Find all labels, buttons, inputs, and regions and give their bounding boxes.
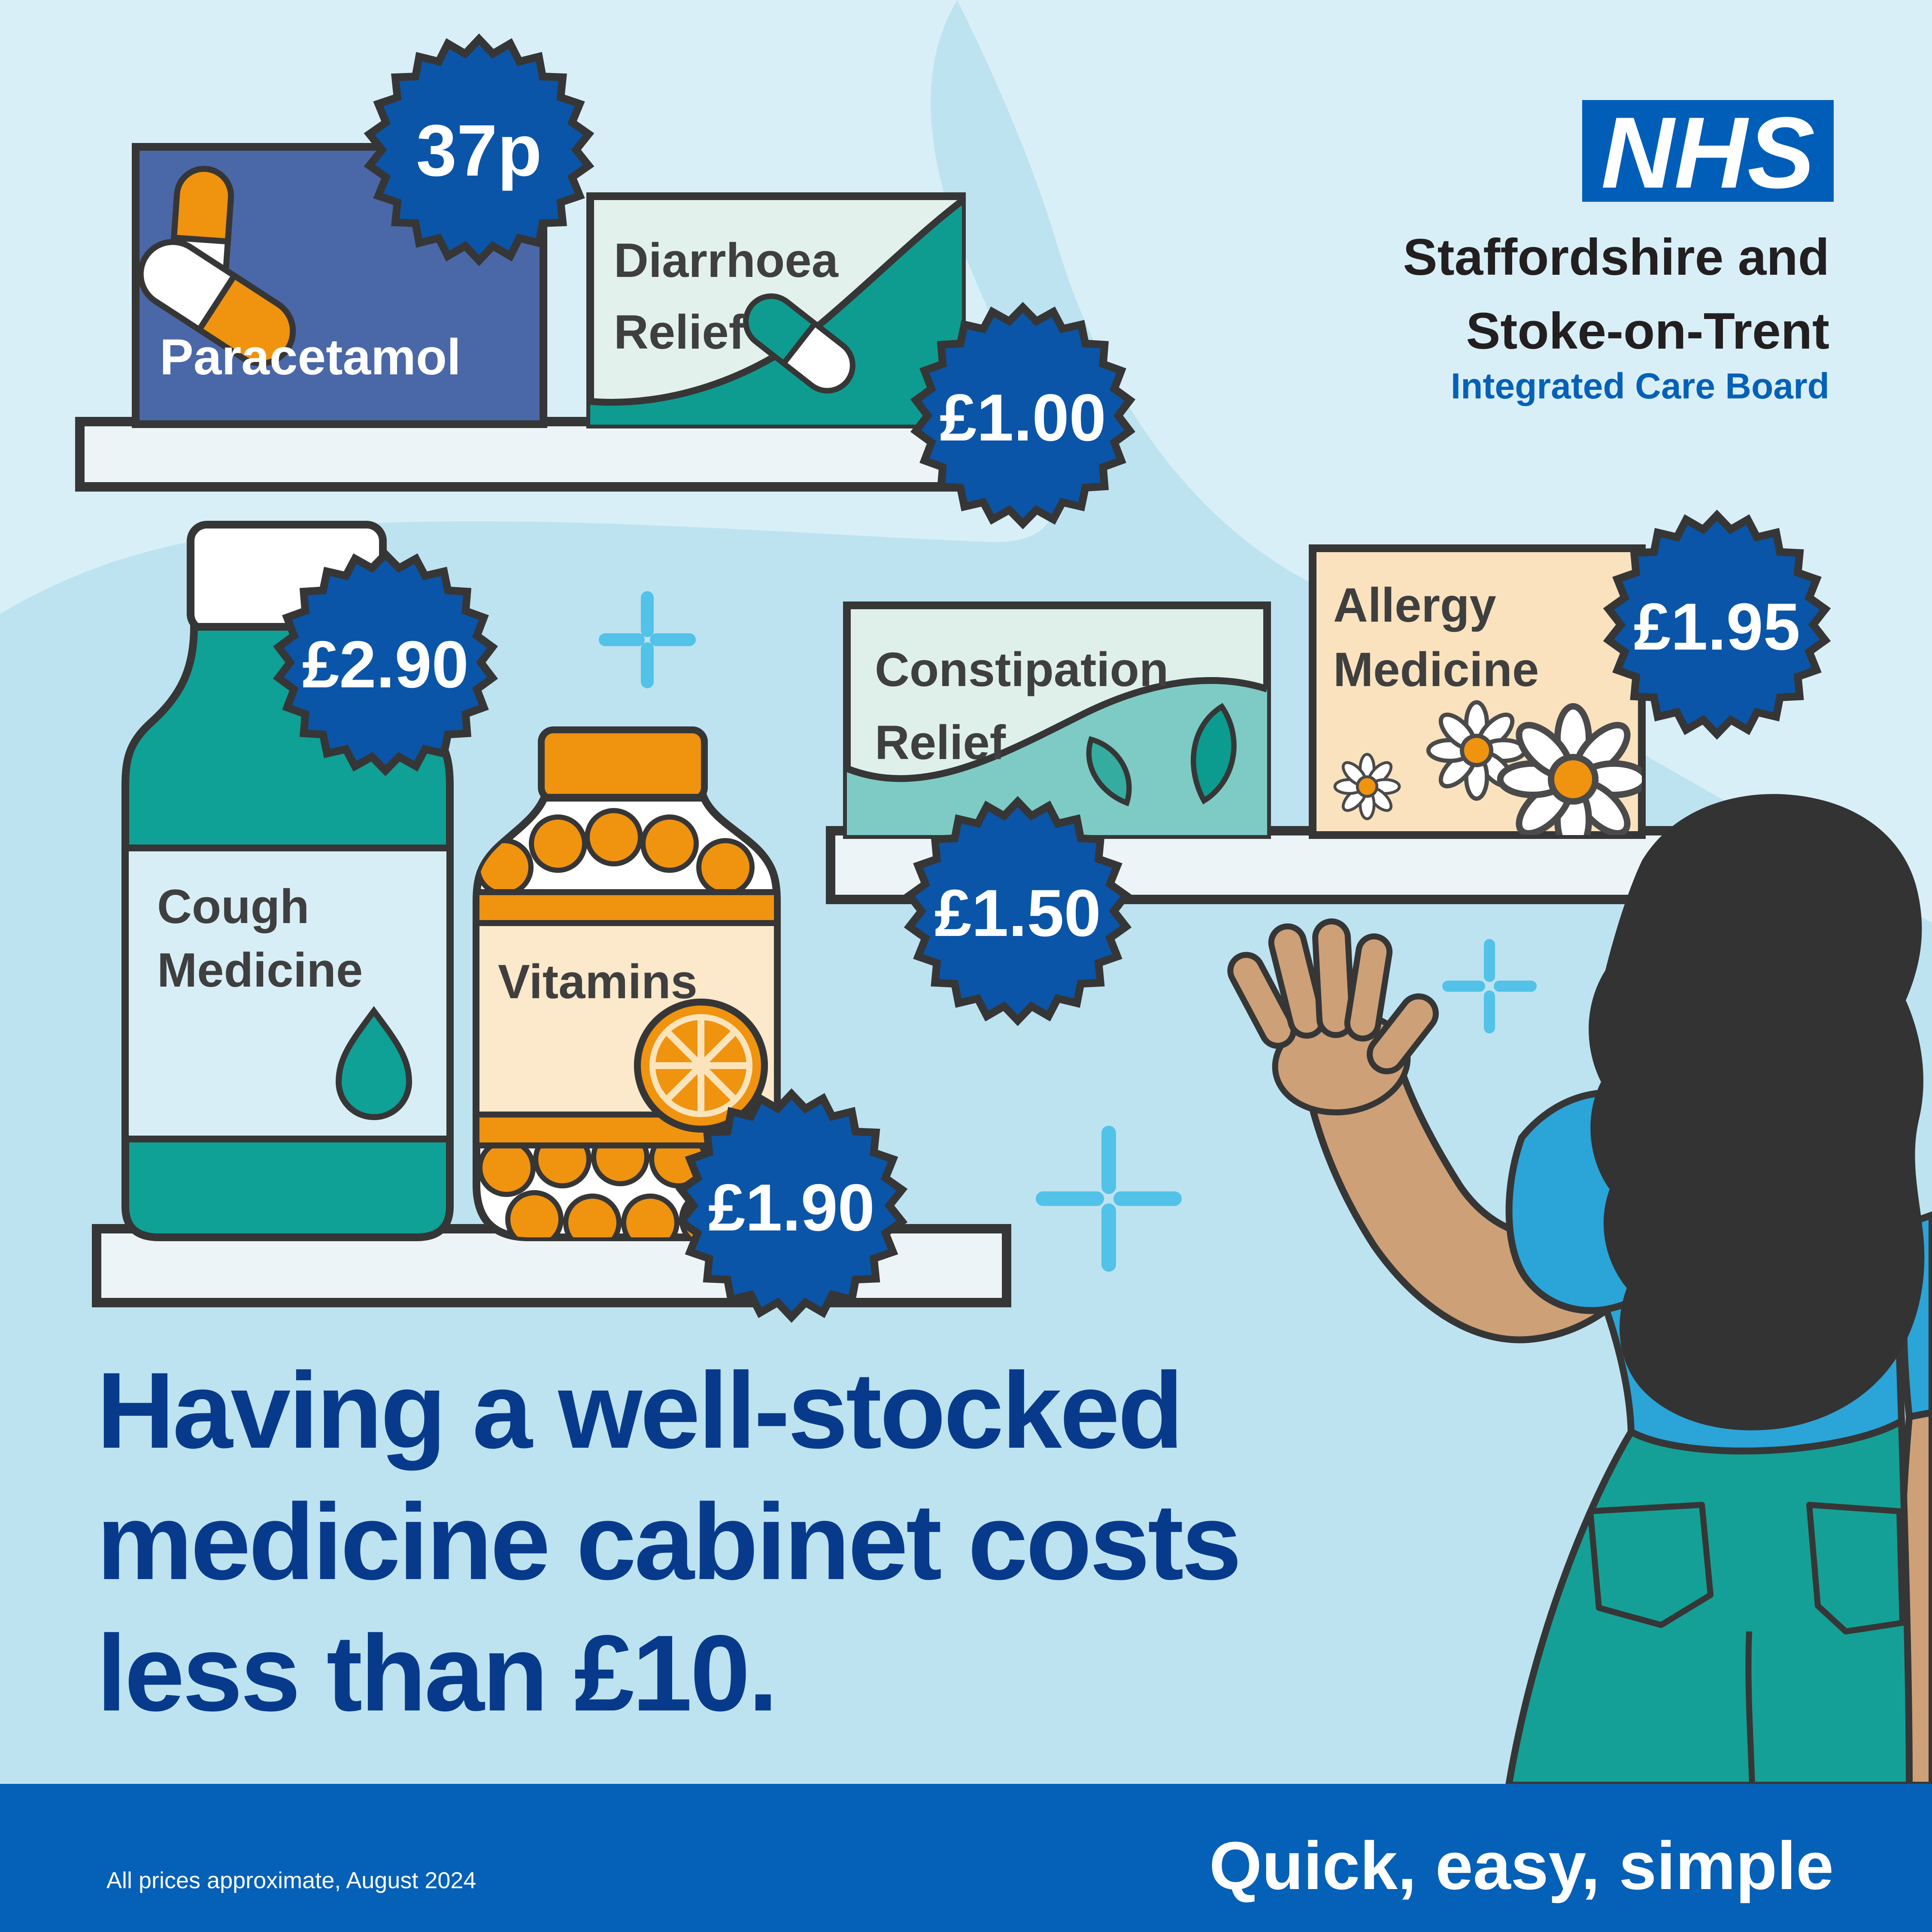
org-name-line2: Stoke-on-Trent (1466, 302, 1829, 360)
vitamins-label: Vitamins (498, 955, 698, 1009)
constipation-relief-box: Constipation Relief (843, 601, 1271, 839)
skirt-pockets (1587, 1502, 1905, 1786)
plus-decoration-2 (1036, 1126, 1182, 1272)
jar-cap (538, 726, 708, 803)
woman-hand (1227, 918, 1439, 1115)
cough-label-line2: Medicine (157, 943, 363, 997)
woman-hair (1589, 794, 1925, 1431)
price-disclaimer: All prices approximate, August 2024 (106, 1868, 476, 1893)
diarrhoea-relief-box: Diarrhoea Relief (586, 192, 966, 428)
price-cough: £2.90 (302, 627, 469, 702)
drop-icon (335, 1006, 412, 1120)
price-badge-cough: £2.90 (273, 549, 498, 776)
swoosh-shape (590, 201, 962, 425)
headline-line2: medicine cabinet costs (97, 1482, 1240, 1602)
price-diarrhoea: £1.00 (940, 380, 1106, 455)
price-badge-constipation: £1.50 (904, 796, 1132, 1027)
footer-bar: All prices approximate, August 2024 Quic… (0, 1784, 1932, 1932)
price-badge-vitamins: £1.90 (675, 1088, 908, 1323)
price-badge-paracetamol: 37p (364, 33, 594, 267)
orange-slice-icon (634, 999, 768, 1133)
capsule-icon (743, 293, 855, 394)
org-name-line3: Integrated Care Board (1451, 366, 1829, 406)
price-badge-allergy: £1.95 (1603, 509, 1831, 740)
paracetamol-label: Paracetamol (160, 329, 461, 386)
headline-line3: less than £10. (97, 1613, 776, 1734)
cough-label-line1: Cough (157, 880, 309, 933)
allergy-label-line1: Allergy (1333, 578, 1496, 632)
plus-decoration-3 (1442, 939, 1537, 1033)
wave-shape (847, 680, 1267, 835)
constipation-label-line2: Relief (875, 716, 1006, 769)
woman-figure (1227, 794, 1932, 1789)
cough-medicine-bottle: Cough Medicine (121, 521, 454, 1241)
diarrhoea-label-line1: Diarrhoea (614, 234, 839, 287)
tagline: Quick, easy, simple (1209, 1828, 1834, 1904)
price-badge-diarrhoea: £1.00 (910, 302, 1136, 529)
price-paracetamol: 37p (416, 110, 542, 191)
diarrhoea-label-line2: Relief (614, 305, 745, 359)
vitamins-jar: Vitamins (473, 726, 781, 1241)
price-allergy: £1.95 (1634, 589, 1800, 664)
shelf-top (75, 417, 960, 492)
constipation-label-line1: Constipation (875, 643, 1168, 696)
headline: Having a well-stocked medicine cabinet c… (97, 1350, 1242, 1734)
capsules-icon (137, 166, 296, 367)
plus-decoration-1 (599, 591, 696, 688)
org-name-line1: Staffordshire and (1403, 228, 1829, 286)
nhs-logo (1582, 100, 1834, 202)
price-constipation: £1.50 (934, 876, 1101, 950)
allergy-label-line2: Medicine (1333, 643, 1539, 696)
nhs-logo-text: NHS (1601, 96, 1815, 210)
allergy-medicine-box: Allergy Medicine (1309, 544, 1646, 839)
headline-line1: Having a well-stocked (97, 1350, 1182, 1471)
nhs-lockup: NHS Staffordshire and Stoke-on-Trent Int… (1403, 96, 1834, 406)
price-vitamins: £1.90 (708, 1170, 875, 1245)
